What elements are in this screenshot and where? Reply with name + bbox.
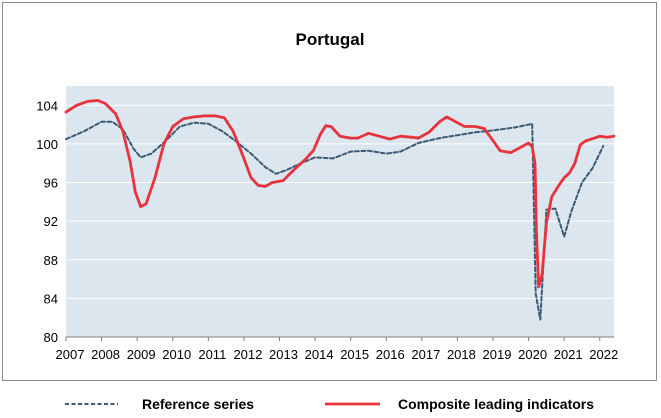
x-tick-label-2017: 2017 — [411, 347, 440, 362]
x-tick-label-2008: 2008 — [91, 347, 120, 362]
x-tick-label-2011: 2011 — [198, 347, 226, 362]
legend: Reference series Composite leading indic… — [65, 396, 594, 412]
x-tick-label-2019: 2019 — [483, 347, 512, 362]
x-tick-label-2015: 2015 — [340, 347, 369, 362]
x-axis-ticks: 2007 2008 2009 2010 2011 2012 2013 2014 2015 2016… — [56, 336, 618, 362]
x-tick-label-2013: 2013 — [269, 347, 298, 362]
x-tick-label-2018: 2018 — [447, 347, 476, 362]
y-tick-label-96: 96 — [44, 176, 58, 191]
series-line-reference-series — [65, 120, 605, 321]
y-tick-label-80: 80 — [44, 330, 58, 345]
x-tick-label-2009: 2009 — [127, 347, 156, 362]
series-lines — [64, 99, 616, 321]
gridlines — [66, 104, 614, 338]
x-tick-label-2010: 2010 — [162, 347, 191, 362]
x-tick-label-2020: 2020 — [518, 347, 547, 362]
x-tick-label-2016: 2016 — [376, 347, 405, 362]
y-tick-label-88: 88 — [44, 253, 58, 268]
plot-area — [66, 86, 614, 337]
x-tick-label-2007: 2007 — [56, 347, 85, 362]
legend-label-reference-series: Reference series — [142, 396, 254, 412]
x-tick-label-2022: 2022 — [589, 347, 618, 362]
x-tick-label-2012: 2012 — [233, 347, 262, 362]
legend-label-composite-leading-indicators: Composite leading indicators — [398, 396, 594, 412]
y-axis-ticks: 80 84 88 92 96 100 104 — [36, 98, 58, 345]
x-tick-label-2021: 2021 — [554, 347, 583, 362]
series-line-composite-leading-indicators — [64, 99, 616, 289]
y-tick-label-104: 104 — [36, 98, 58, 113]
y-tick-label-100: 100 — [36, 137, 58, 152]
y-tick-label-84: 84 — [44, 291, 58, 306]
chart-title: Portugal — [296, 30, 365, 49]
x-tick-label-2014: 2014 — [305, 347, 334, 362]
y-tick-label-92: 92 — [44, 214, 58, 229]
